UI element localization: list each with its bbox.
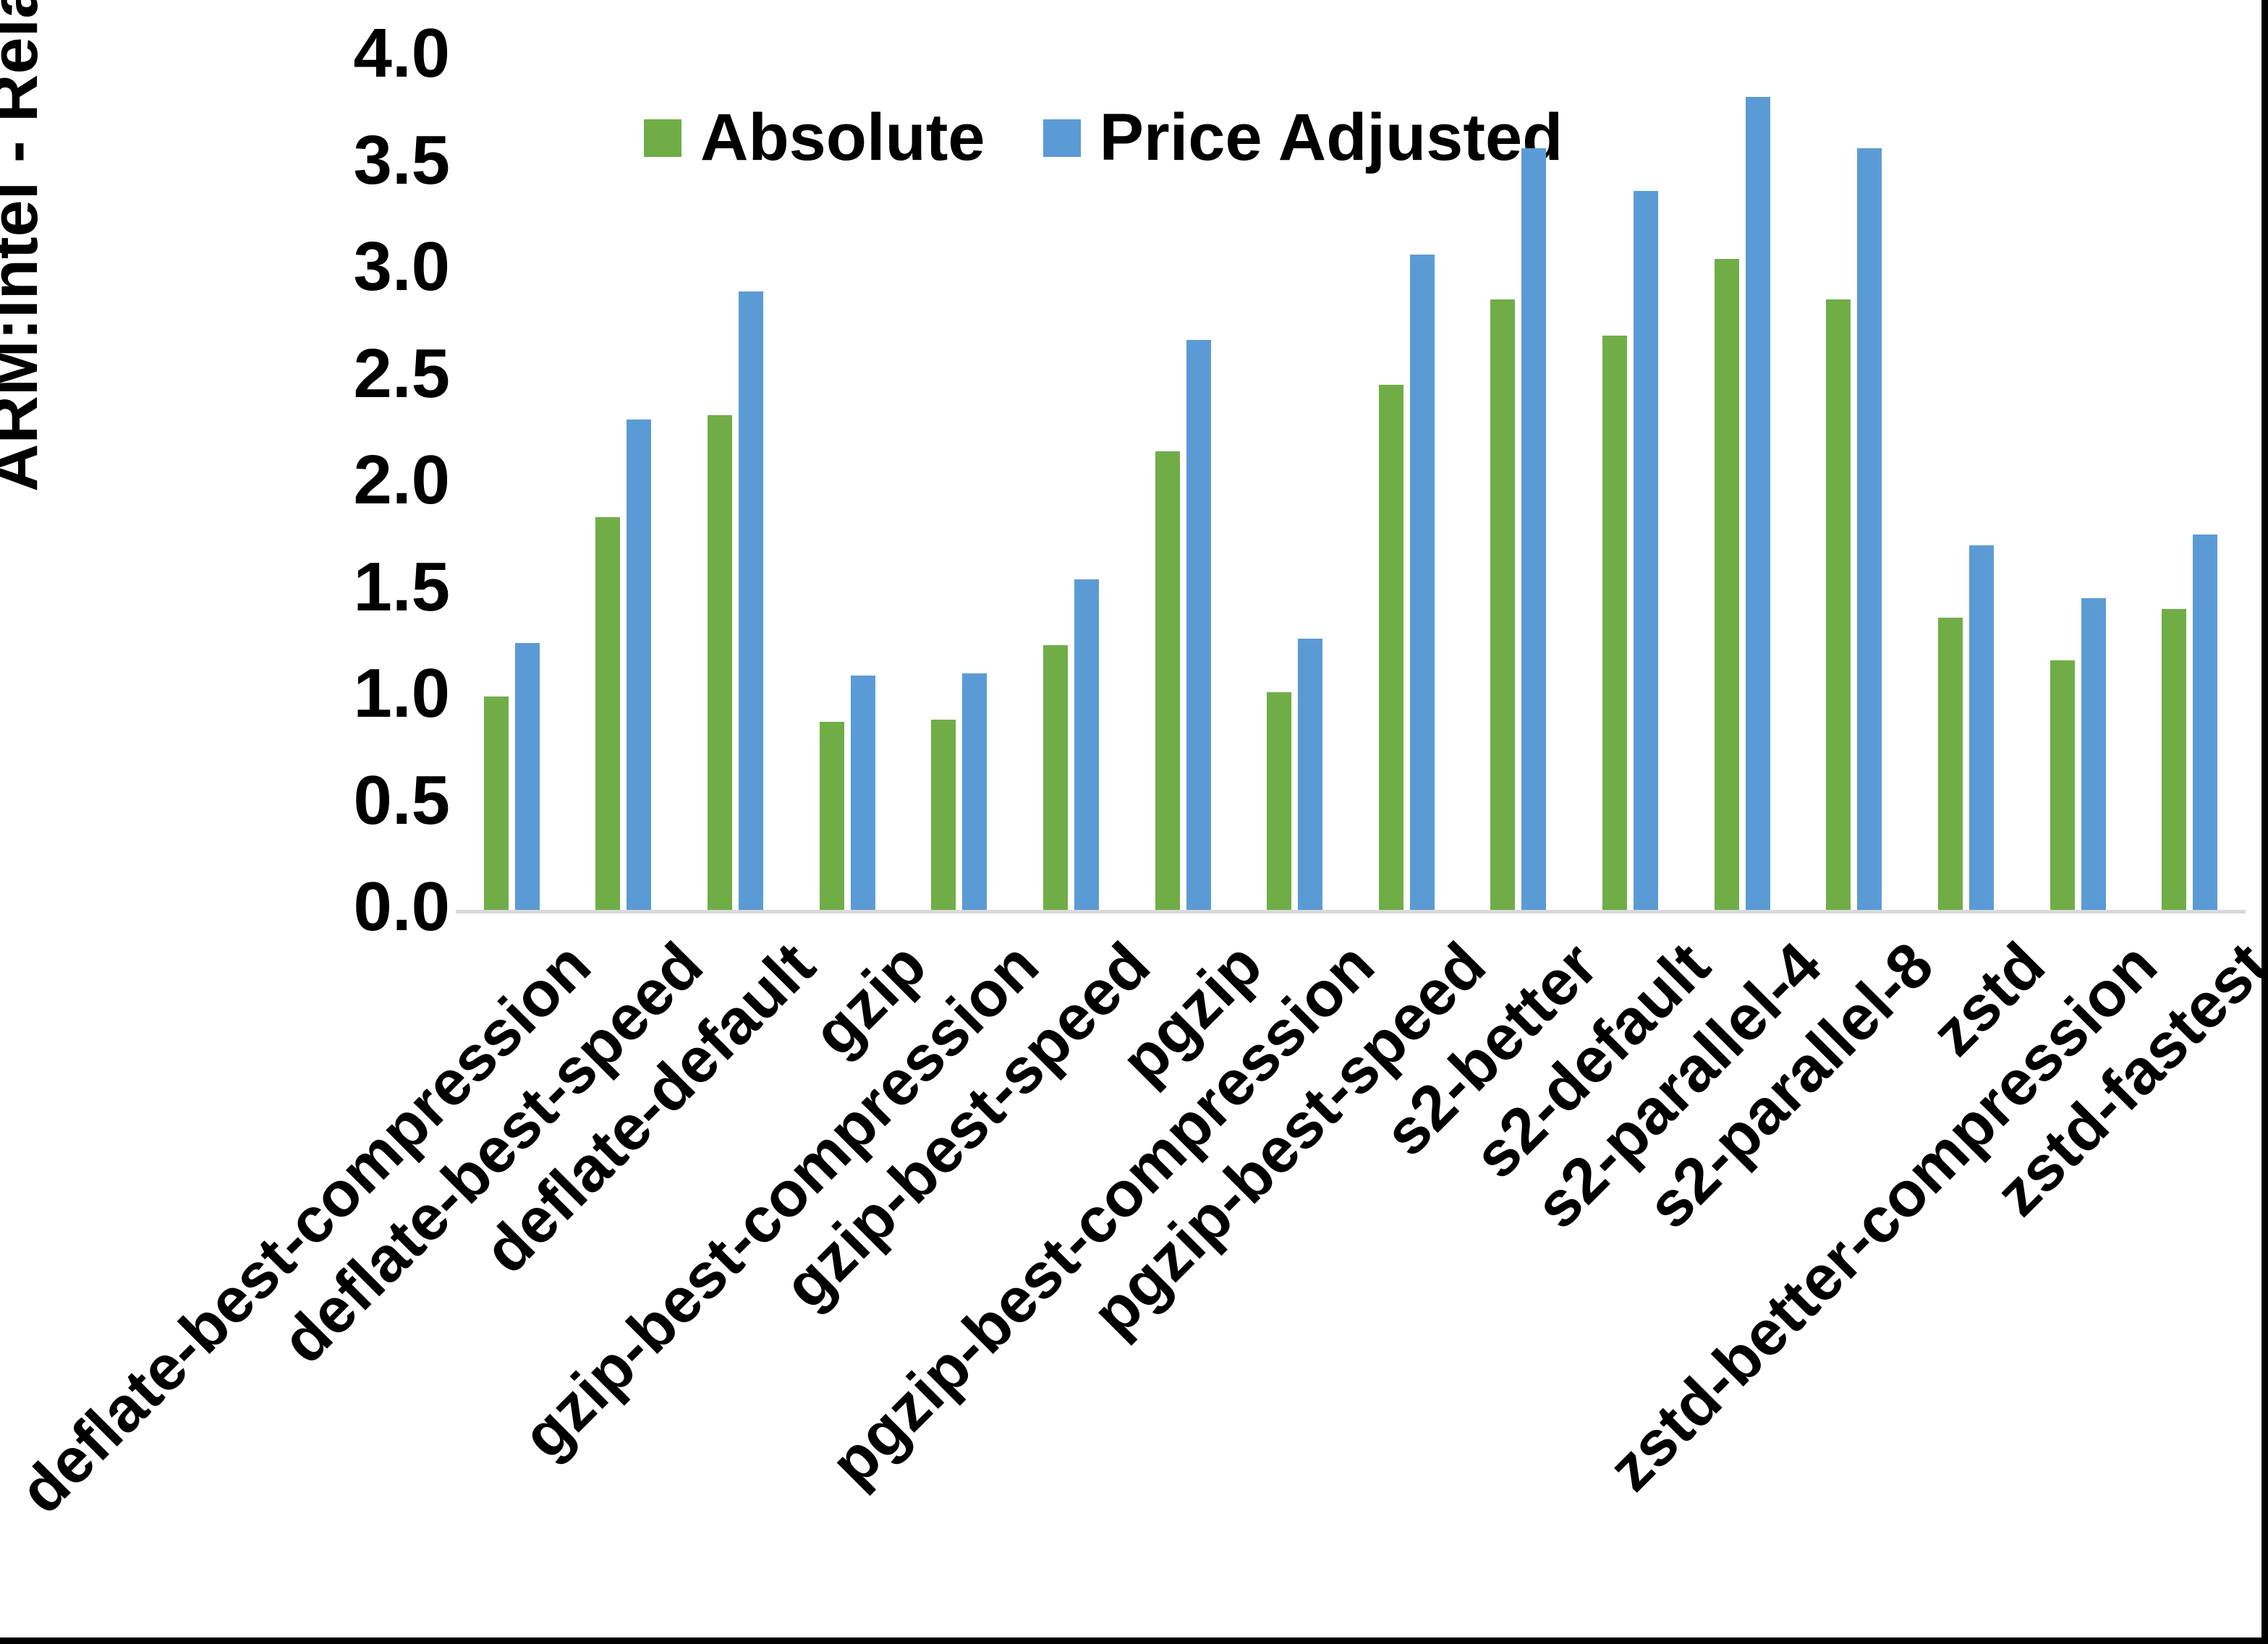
bar-absolute-deflate-best-speed <box>595 517 621 910</box>
bar-absolute-s2-better <box>1490 299 1516 910</box>
bar-absolute-zstd-fastest <box>2162 609 2187 910</box>
bar-group-pgzip-best-compression <box>1239 56 1351 910</box>
legend-swatch-price-adjusted <box>1042 119 1081 157</box>
y-tick-label: 1.0 <box>353 655 450 733</box>
bar-price-adjusted-zstd-fastest <box>2193 534 2218 910</box>
bar-price-adjusted-s2-better <box>1521 148 1547 910</box>
x-tick-label-deflate-default: deflate-default <box>470 928 828 1287</box>
plot-area <box>456 56 2246 913</box>
bar-group-pgzip <box>1127 56 1239 910</box>
y-tick-label: 2.5 <box>353 334 450 412</box>
bar-price-adjusted-pgzip-best-compression <box>1298 639 1323 910</box>
bar-group-zstd-fastest <box>2133 56 2246 910</box>
legend-item-absolute: Absolute <box>644 100 985 176</box>
bar-absolute-gzip-best-compression <box>931 720 956 910</box>
bar-price-adjusted-pgzip-best-speed <box>1409 255 1435 910</box>
bar-group-s2-parallel-8 <box>1798 56 1911 910</box>
bar-group-deflate-default <box>679 56 791 910</box>
bar-absolute-pgzip-best-speed <box>1378 385 1403 910</box>
bar-absolute-deflate-default <box>708 414 733 910</box>
y-tick-label: 3.0 <box>353 228 450 306</box>
bar-group-deflate-best-speed <box>568 56 680 910</box>
bar-absolute-pgzip-best-compression <box>1267 692 1292 910</box>
bar-price-adjusted-s2-parallel-8 <box>1857 148 1882 910</box>
y-tick-label: 0.0 <box>353 868 450 946</box>
bar-price-adjusted-deflate-best-compression <box>514 643 540 910</box>
y-tick-label: 4.0 <box>353 14 450 93</box>
x-tick-label-deflate-best-speed: deflate-best-speed <box>267 928 716 1377</box>
y-tick-label: 1.5 <box>353 548 450 626</box>
x-tick-label-s2-parallel-4: s2-parallel-4 <box>1521 928 1835 1242</box>
bar-absolute-deflate-best-compression <box>483 697 509 910</box>
bar-price-adjusted-zstd <box>1968 545 1994 910</box>
bar-group-zstd <box>1910 56 2022 910</box>
x-tick-label-zstd-better-compression: zstd-better-compression <box>1594 928 2170 1504</box>
x-tick-label-zstd: zstd <box>1917 928 2059 1070</box>
bar-group-s2-default <box>1574 56 1686 910</box>
bar-absolute-s2-parallel-8 <box>1826 299 1851 910</box>
bar-price-adjusted-gzip <box>850 675 875 910</box>
x-tick-label-deflate-best-compression: deflate-best-compression <box>5 928 605 1528</box>
bar-absolute-zstd <box>1937 617 1963 910</box>
bar-group-s2-parallel-4 <box>1686 56 1798 910</box>
x-tick-label-s2-better: s2-better <box>1369 928 1611 1170</box>
legend-item-price-adjusted: Price Adjusted <box>1042 100 1563 176</box>
y-tick-label: 3.5 <box>353 121 450 199</box>
x-tick-label-zstd-fastest: zstd-fastest <box>1981 928 2268 1230</box>
bar-group-zstd-better-compression <box>2022 56 2134 910</box>
bar-group-gzip-best-compression <box>904 56 1016 910</box>
bar-group-gzip-best-speed <box>1015 56 1127 910</box>
x-tick-label-gzip-best-compression: gzip-best-compression <box>508 928 1052 1472</box>
bar-price-adjusted-s2-default <box>1634 190 1659 910</box>
bar-group-pgzip-best-speed <box>1351 56 1463 910</box>
legend: Absolute Price Adjusted <box>644 100 1563 176</box>
bar-group-gzip <box>791 56 904 910</box>
x-tick-label-pgzip-best-compression: pgzip-best-compression <box>816 928 1388 1499</box>
bar-absolute-gzip-best-speed <box>1042 645 1068 910</box>
bar-price-adjusted-gzip-best-compression <box>962 673 988 910</box>
bar-price-adjusted-pgzip <box>1186 340 1211 910</box>
legend-label: Absolute <box>700 101 985 174</box>
x-tick-label-pgzip: pgzip <box>1107 928 1275 1097</box>
bar-absolute-s2-parallel-4 <box>1714 259 1739 910</box>
bar-price-adjusted-deflate-default <box>739 291 764 910</box>
x-tick-label-gzip-best-speed: gzip-best-speed <box>770 928 1164 1322</box>
bar-group-s2-better <box>1463 56 1575 910</box>
bar-group-deflate-best-compression <box>456 56 568 910</box>
bar-price-adjusted-gzip-best-speed <box>1074 579 1099 910</box>
x-tick-label-pgzip-best-speed: pgzip-best-speed <box>1078 928 1500 1350</box>
bar-absolute-pgzip <box>1155 451 1180 910</box>
y-tick-label: 2.0 <box>353 441 450 519</box>
y-tick-label: 0.5 <box>353 761 450 839</box>
bar-price-adjusted-zstd-better-compression <box>2081 598 2106 910</box>
legend-swatch-absolute <box>644 119 681 157</box>
bar-absolute-zstd-better-compression <box>2050 660 2075 910</box>
x-tick-label-s2-parallel-8: s2-parallel-8 <box>1633 928 1947 1242</box>
x-tick-label-gzip: gzip <box>799 928 940 1070</box>
y-axis-ticks: 4.0 3.5 3.0 2.5 2.0 1.5 1.0 0.5 0.0 <box>0 0 450 1013</box>
bar-absolute-gzip <box>819 722 844 910</box>
bar-absolute-s2-default <box>1602 336 1628 910</box>
x-tick-label-s2-default: s2-default <box>1459 928 1723 1192</box>
bar-price-adjusted-s2-parallel-4 <box>1745 97 1770 910</box>
legend-label: Price Adjusted <box>1099 101 1563 174</box>
bar-price-adjusted-deflate-best-speed <box>627 419 652 910</box>
